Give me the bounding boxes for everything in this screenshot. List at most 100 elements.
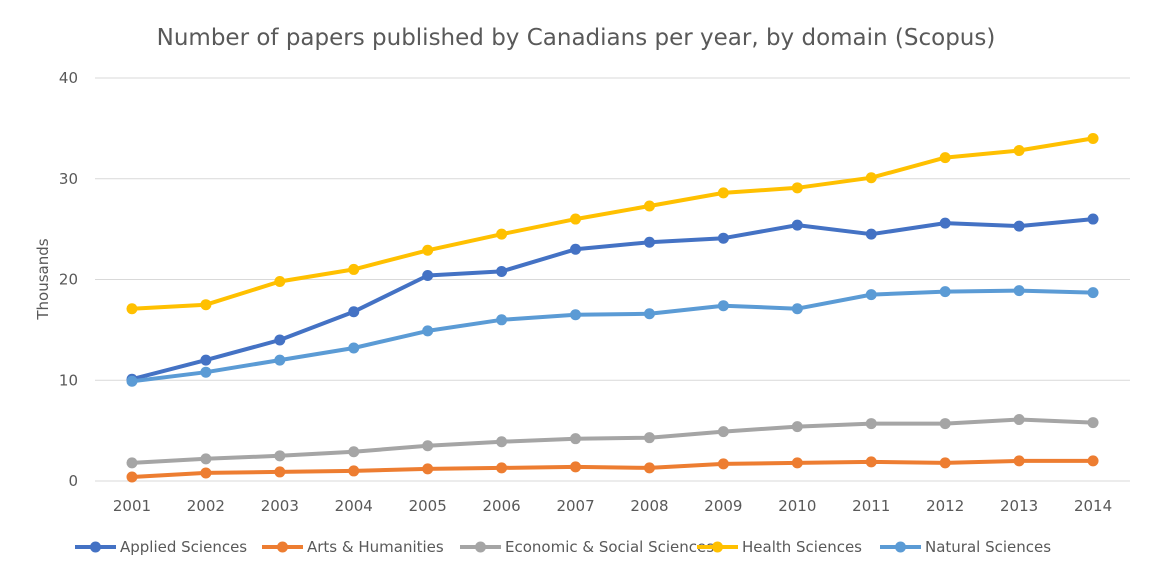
legend-swatch-marker <box>895 541 906 553</box>
data-point <box>791 182 803 194</box>
data-point <box>570 213 582 225</box>
data-point <box>200 366 212 378</box>
gridlines <box>95 77 1130 482</box>
data-point <box>865 289 877 301</box>
series-economic-social-sciences <box>126 414 1099 469</box>
data-point <box>1013 220 1025 232</box>
data-point <box>1013 285 1025 297</box>
data-point <box>1087 132 1099 144</box>
x-tick-label: 2010 <box>778 497 816 515</box>
x-tick-label: 2012 <box>926 497 964 515</box>
legend-item: Natural Sciences <box>880 538 1051 556</box>
data-point <box>1087 287 1099 299</box>
data-point <box>348 465 360 477</box>
x-tick-label: 2001 <box>113 497 151 515</box>
data-point <box>200 354 212 366</box>
series-line <box>130 136 1095 311</box>
x-axis-ticks: 2001 2002 2003 2004 2005 2006 2007 2008 2009 2010… <box>113 497 1112 515</box>
data-point <box>1013 145 1025 157</box>
data-point <box>865 172 877 184</box>
data-point <box>791 457 803 469</box>
data-point <box>422 463 434 475</box>
data-point <box>126 457 138 469</box>
x-tick-label: 2013 <box>1000 497 1038 515</box>
data-point <box>496 265 508 277</box>
series-health-sciences <box>126 132 1099 315</box>
data-point <box>274 276 286 288</box>
data-point <box>939 286 951 298</box>
legend-label: Health Sciences <box>742 538 862 556</box>
data-point <box>717 426 729 438</box>
series-natural-sciences <box>126 285 1099 387</box>
data-point <box>496 436 508 448</box>
data-point <box>200 467 212 479</box>
series-applied-sciences <box>126 213 1099 385</box>
x-tick-label: 2008 <box>630 497 668 515</box>
data-point <box>1013 455 1025 467</box>
legend-item: Arts & Humanities <box>262 538 444 556</box>
series-layer <box>126 132 1099 483</box>
x-tick-label: 2004 <box>335 497 373 515</box>
series-line <box>130 217 1095 382</box>
data-point <box>1087 417 1099 429</box>
y-tick-label: 10 <box>59 371 78 389</box>
data-point <box>643 200 655 212</box>
data-point <box>717 187 729 199</box>
series-line <box>130 417 1095 465</box>
data-point <box>791 219 803 231</box>
data-point <box>126 375 138 387</box>
series-arts-humanities <box>126 455 1099 483</box>
legend-swatch-marker <box>90 541 101 553</box>
data-point <box>200 453 212 465</box>
data-point <box>643 308 655 320</box>
y-tick-label: 30 <box>59 170 78 188</box>
data-point <box>1087 213 1099 225</box>
data-point <box>274 354 286 366</box>
data-point <box>865 418 877 430</box>
legend-label: Applied Sciences <box>120 538 247 556</box>
data-point <box>348 342 360 354</box>
data-point <box>643 432 655 444</box>
legend: Applied Sciences Arts & Humanities Economi… <box>75 538 1051 556</box>
data-point <box>570 309 582 321</box>
data-point <box>126 471 138 483</box>
data-point <box>274 450 286 462</box>
data-point <box>717 458 729 470</box>
data-point <box>865 228 877 240</box>
legend-swatch-marker <box>475 541 486 553</box>
x-tick-label: 2011 <box>852 497 890 515</box>
data-point <box>348 446 360 458</box>
data-point <box>126 303 138 315</box>
data-point <box>643 236 655 248</box>
y-axis-label: Thousands <box>34 238 52 320</box>
data-point <box>496 462 508 474</box>
x-tick-label: 2006 <box>483 497 521 515</box>
legend-label: Arts & Humanities <box>307 538 444 556</box>
x-tick-label: 2003 <box>261 497 299 515</box>
data-point <box>422 325 434 337</box>
x-tick-label: 2009 <box>704 497 742 515</box>
data-point <box>200 299 212 311</box>
x-tick-label: 2007 <box>556 497 594 515</box>
data-point <box>496 314 508 326</box>
legend-item: Economic & Social Sciences <box>460 538 714 556</box>
y-tick-label: 0 <box>68 472 78 490</box>
data-point <box>791 421 803 433</box>
data-point <box>791 303 803 315</box>
data-point <box>1087 455 1099 467</box>
data-point <box>643 462 655 474</box>
data-point <box>717 300 729 312</box>
legend-label: Economic & Social Sciences <box>505 538 714 556</box>
legend-label: Natural Sciences <box>925 538 1051 556</box>
data-point <box>939 152 951 164</box>
data-point <box>422 244 434 256</box>
data-point <box>570 243 582 255</box>
data-point <box>939 418 951 430</box>
series-line <box>130 288 1095 384</box>
y-tick-label: 20 <box>59 271 78 289</box>
chart-title: Number of papers published by Canadians … <box>157 25 996 51</box>
data-point <box>274 334 286 346</box>
legend-item: Health Sciences <box>697 538 862 556</box>
